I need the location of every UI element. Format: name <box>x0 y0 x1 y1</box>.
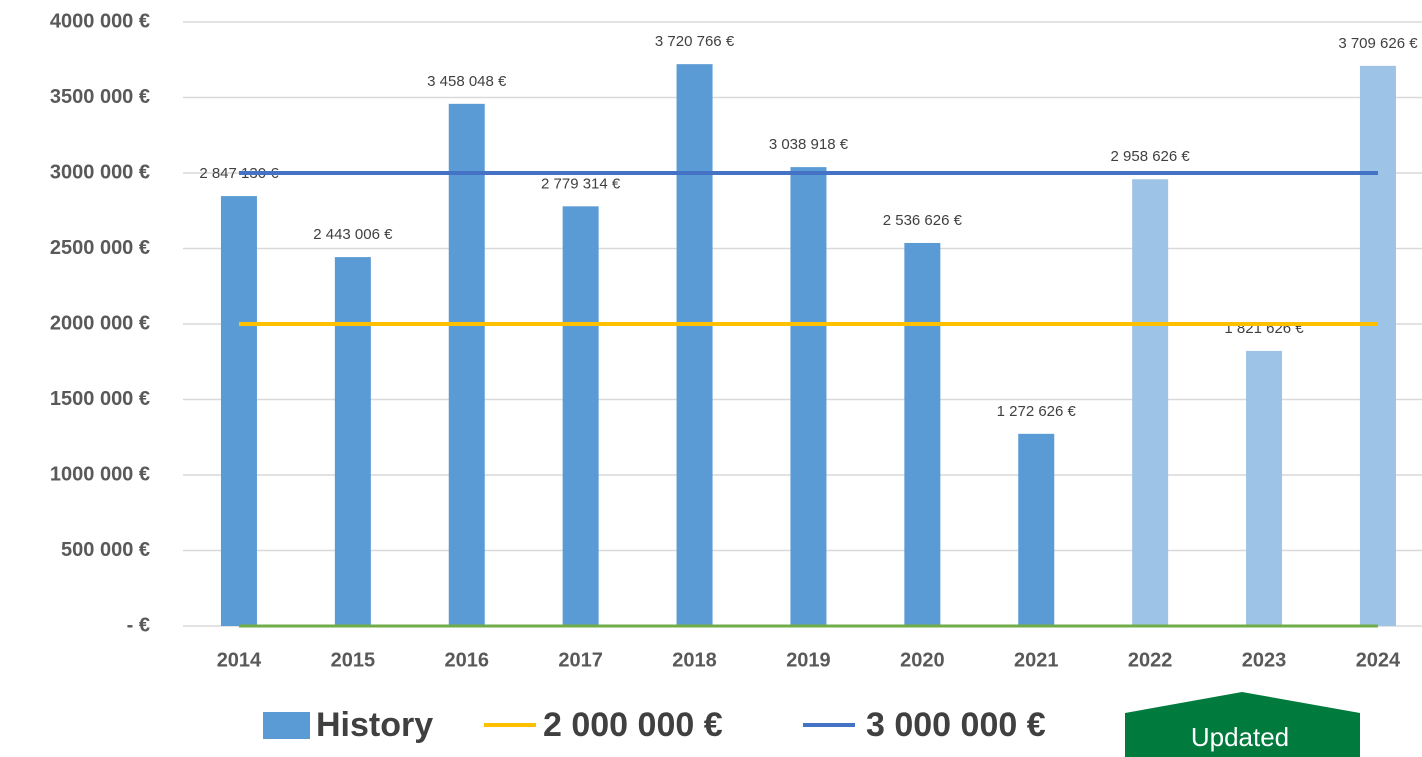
y-tick-label: 2500 000 € <box>50 237 150 259</box>
bar <box>1018 433 1055 626</box>
data-label: 2 443 006 € <box>313 226 393 243</box>
legend-label: 2 000 000 € <box>543 706 723 744</box>
legend-label: 3 000 000 € <box>866 706 1046 744</box>
bar <box>790 167 827 626</box>
x-tick-label: 2024 <box>1356 649 1401 671</box>
x-tick-label: 2023 <box>1242 649 1287 671</box>
data-label: 3 709 626 € <box>1338 35 1418 52</box>
y-tick-label: 3000 000 € <box>50 161 150 183</box>
y-tick-label: 2000 000 € <box>50 312 150 334</box>
y-tick-label: - € <box>127 614 150 636</box>
bar <box>676 64 713 627</box>
x-tick-label: 2019 <box>786 649 831 671</box>
x-tick-label: 2015 <box>331 649 376 671</box>
x-tick-label: 2022 <box>1128 649 1173 671</box>
x-tick-label: 2018 <box>672 649 717 671</box>
bar <box>562 206 599 626</box>
annotation-shape <box>1125 692 1360 757</box>
y-tick-label: 500 000 € <box>61 539 150 561</box>
x-tick-label: 2016 <box>445 649 490 671</box>
x-tick-label: 2021 <box>1014 649 1059 671</box>
data-label: 3 038 918 € <box>769 136 849 153</box>
bar <box>220 196 257 626</box>
y-tick-label: 1000 000 € <box>50 463 150 485</box>
y-tick-label: 1500 000 € <box>50 388 150 410</box>
x-tick-label: 2017 <box>558 649 603 671</box>
legend-swatch <box>263 712 310 739</box>
y-tick-label: 4000 000 € <box>50 10 150 32</box>
bar <box>1132 179 1169 626</box>
data-label: 1 272 626 € <box>997 403 1077 420</box>
data-label: 2 958 626 € <box>1111 148 1191 165</box>
data-label: 3 720 766 € <box>655 33 735 50</box>
data-label: 3 458 048 € <box>427 73 507 90</box>
data-label: 2 536 626 € <box>883 212 963 229</box>
bar <box>1359 65 1396 626</box>
data-label: 2 779 314 € <box>541 175 621 192</box>
bar <box>1246 350 1283 626</box>
bar <box>904 242 941 626</box>
bar <box>448 103 485 626</box>
legend-label: History <box>316 706 433 744</box>
y-tick-label: 3500 000 € <box>50 86 150 108</box>
x-tick-label: 2020 <box>900 649 945 671</box>
bar <box>334 257 371 626</box>
x-tick-label: 2014 <box>217 649 262 671</box>
annotation: Updated <box>1191 722 1289 752</box>
